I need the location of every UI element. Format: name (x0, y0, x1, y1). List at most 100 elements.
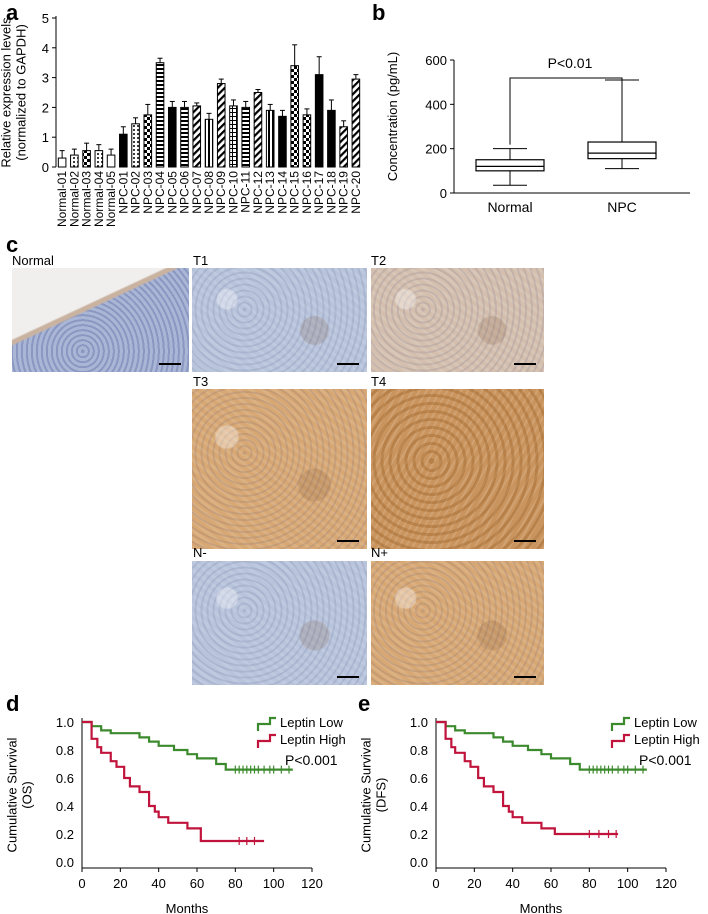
bar-NPC-10 (229, 105, 238, 168)
x-tick-label-b: NPC (607, 199, 637, 215)
scale-bar-nminus (337, 676, 359, 678)
panel-letter-a: a (6, 0, 19, 25)
scale-bar-t1 (337, 363, 359, 365)
bar-NPC-11 (241, 106, 251, 168)
x-tick-label-a: NPC-20 (349, 171, 363, 214)
legend-swatch-0 (256, 716, 276, 731)
y-tick-label-a: 5 (42, 11, 49, 26)
p-value-label-b: P<0.01 (548, 55, 593, 71)
panel-letter-b: b (372, 0, 386, 25)
legend-swatch-0 (610, 716, 630, 731)
x-tick-label-e: 120 (655, 876, 677, 891)
y-tick-label-d: 0.6 (56, 771, 74, 786)
y-tick-label-d: 0.0 (56, 855, 74, 870)
km-plot-os: 0.0 0.2 0.4 0.6 0.8 1.0 0 20 40 60 80 100 120 Months C… (5, 715, 346, 914)
x-tick-label-a: NPC-02 (129, 171, 143, 214)
x-tick-label-a: NPC-19 (337, 171, 351, 214)
bar-NPC-02 (131, 123, 140, 168)
x-tick-label-a: NPC-12 (251, 171, 265, 214)
legend-label-0: Leptin Low (280, 715, 343, 730)
bar-NPC-09 (216, 83, 226, 168)
box-Normal (475, 159, 545, 172)
x-tick-label-a: NPC-10 (226, 171, 240, 214)
bar-NPC-19 (339, 126, 348, 168)
x-tick-label-d: 60 (190, 876, 204, 891)
y-tick-label-e: 0.8 (410, 743, 428, 758)
bar-chart-expression: 0 1 2 3 4 5 Relative expression levels(normali… (0, 11, 363, 227)
y-tick-label-a: 3 (42, 71, 49, 86)
significance-bracket (509, 77, 623, 145)
scale-bar-t2 (514, 363, 536, 365)
x-tick-label-a: NPC-01 (116, 171, 130, 214)
y-axis-label-e: Cumulative Survival(DFS) (359, 737, 389, 852)
km-line-leptin-high (82, 720, 265, 843)
y-tick-label-d: 0.4 (56, 799, 74, 814)
ihc-image-nplus (371, 561, 544, 685)
y-tick-label-d: 0.8 (56, 743, 74, 758)
x-tick-label-a: NPC-04 (153, 171, 167, 214)
bar-NPC-14 (278, 115, 287, 168)
bar-NPC-16 (302, 114, 312, 168)
ihc-image-normal (12, 268, 189, 372)
ihc-image-t1 (192, 268, 367, 372)
y-tick-label-e: 0.4 (410, 799, 428, 814)
boxplot-concentration: 0 200 400 600 Concentration (pg/mL) Normal NPC… (385, 52, 690, 215)
bar-NPC-06 (180, 106, 189, 168)
ihc-label-nplus: N+ (371, 545, 388, 560)
y-tick-label-a: 2 (42, 100, 49, 115)
p-value-label-d: P<0.001 (285, 752, 338, 768)
y-tick-label-b: 400 (425, 97, 447, 112)
x-tick-label-e: 60 (544, 876, 558, 891)
scale-bar-t3 (337, 540, 359, 542)
ihc-label-normal: Normal (12, 253, 54, 268)
x-tick-label-e: 40 (505, 876, 519, 891)
bar-NPC-04 (155, 62, 165, 168)
y-axis-label-b: Concentration (pg/mL) (385, 52, 400, 181)
y-axis-label-d: Cumulative Survival(OS) (5, 737, 35, 852)
y-tick-label-b: 0 (440, 186, 447, 201)
ihc-image-t3 (192, 389, 367, 549)
x-tick-label-b: Normal (487, 199, 532, 215)
x-tick-label-a: NPC-14 (275, 171, 289, 214)
bar-NPC-13 (265, 109, 275, 168)
x-tick-label-a: NPC-15 (288, 171, 302, 214)
scale-bar-nplus (514, 676, 536, 678)
x-tick-label-d: 40 (151, 876, 165, 891)
x-tick-label-a: Normal-05 (104, 171, 118, 227)
ihc-image-t2 (371, 268, 544, 372)
x-tick-label-a: NPC-11 (239, 171, 253, 213)
x-tick-label-a: NPC-06 (178, 171, 192, 214)
bar-NPC-20 (351, 78, 361, 168)
ihc-label-nminus: N- (193, 545, 207, 560)
km-plot-dfs: 0.0 0.2 0.4 0.6 0.8 1.0 0 20 40 60 80 100 120 Months C… (359, 715, 700, 914)
x-tick-label-a: NPC-16 (300, 171, 314, 214)
km-line-leptin-low (436, 720, 647, 771)
y-tick-label-a: 1 (42, 130, 49, 145)
x-tick-label-a: NPC-05 (165, 171, 179, 214)
y-tick-label-e: 1.0 (410, 715, 428, 730)
bar-NPC-07 (192, 105, 202, 168)
bar-Normal-05 (106, 154, 116, 168)
bar-NPC-03 (143, 114, 153, 168)
x-tick-label-a: NPC-18 (324, 171, 338, 214)
y-tick-label-e: 0.0 (410, 855, 428, 870)
bar-NPC-17 (314, 74, 324, 168)
x-tick-label-a: NPC-17 (312, 171, 326, 214)
p-value-label-e: P<0.001 (639, 752, 692, 768)
x-tick-label-a: Normal-04 (92, 171, 106, 227)
x-tick-label-d: 20 (113, 876, 127, 891)
bar-NPC-05 (167, 106, 177, 168)
ihc-label-t2: T2 (371, 253, 387, 268)
x-tick-label-a: Normal-03 (80, 171, 94, 227)
bar-Normal-04 (94, 150, 104, 168)
panel-letter-c: c (6, 232, 19, 257)
x-tick-label-e: 20 (467, 876, 481, 891)
y-tick-label-d: 1.0 (56, 715, 74, 730)
panel-letter-d: d (6, 691, 20, 716)
bar-NPC-12 (253, 92, 263, 168)
y-tick-label-b: 600 (425, 53, 447, 68)
x-tick-label-d: 0 (78, 876, 85, 891)
scale-bar-normal (159, 363, 181, 365)
y-tick-label-a: 0 (42, 160, 49, 175)
y-tick-label-d: 0.2 (56, 827, 74, 842)
